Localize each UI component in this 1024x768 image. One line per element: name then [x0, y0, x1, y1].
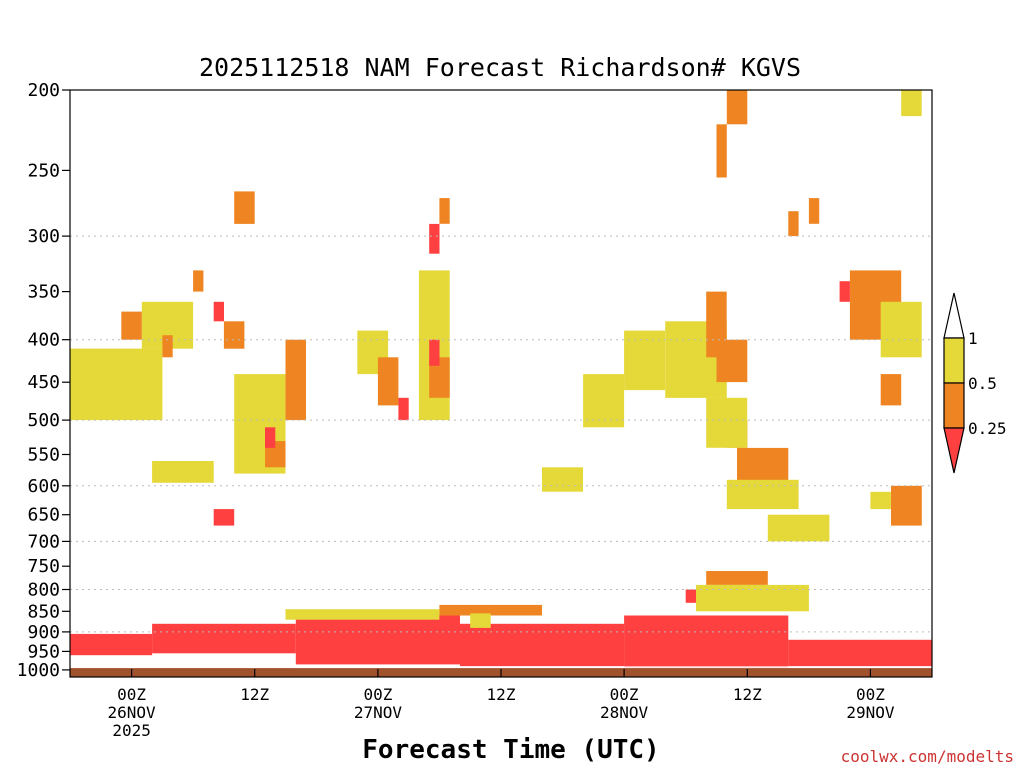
heatmap-cell-31 — [439, 198, 450, 224]
y-tick-label-200: 200 — [27, 80, 60, 101]
y-axis: 200 250 300 350 400 450 500 550 600 650 700 750 8008… — [17, 80, 70, 681]
y-tick-label-250: 250 — [27, 160, 60, 181]
heatmap-cell-44 — [726, 90, 748, 125]
heatmap-cell-22 — [223, 321, 245, 349]
legend-label-0: 1 — [968, 329, 978, 348]
heatmap-cell-7 — [439, 604, 542, 616]
heatmap-cell-50 — [891, 485, 922, 526]
heatmap-cell-47 — [839, 281, 850, 302]
chart-title: 2025112518 NAM Forecast Richardson# KGVS — [199, 53, 801, 82]
x-tick-label-60-0: 12Z — [733, 685, 762, 704]
y-tick-label-1000: 1000 — [17, 660, 60, 681]
heatmap-cell-48 — [880, 301, 922, 358]
heatmap-cell-36 — [542, 467, 583, 492]
heatmap-cell-1 — [152, 623, 296, 654]
heatmap-cell-34 — [624, 330, 666, 391]
heatmap-cell-55 — [470, 613, 491, 628]
x-tick-label-24-0: 00Z — [363, 685, 392, 704]
x-tick-label-12-0: 12Z — [240, 685, 269, 704]
x-tick-label-72-1: 29NOV — [846, 703, 895, 722]
heatmap-cell-32 — [429, 223, 440, 254]
heatmap-cell-24 — [213, 509, 235, 526]
y-tick-label-750: 750 — [27, 556, 60, 577]
heatmap-cell-0 — [70, 633, 153, 656]
heatmap-cell-49 — [880, 374, 902, 406]
heatmap-cell-5 — [788, 639, 932, 667]
x-tick-label-0-2: 2025 — [112, 721, 151, 740]
color-legend: 1 0.5 0.25 — [943, 292, 1007, 474]
x-tick-label-24-1: 27NOV — [354, 703, 403, 722]
y-tick-label-350: 350 — [27, 282, 60, 303]
legend-swatch-orange — [943, 382, 965, 429]
heatmap-cell-14 — [162, 335, 173, 358]
y-tick-label-600: 600 — [27, 476, 60, 497]
heatmap-cell-30 — [429, 339, 440, 366]
y-tick-label-400: 400 — [27, 330, 60, 351]
heatmap-cell-27 — [398, 397, 409, 421]
y-tick-label-300: 300 — [27, 226, 60, 247]
y-tick-label-850: 850 — [27, 601, 60, 622]
heatmap-cell-23 — [213, 301, 224, 322]
heatmap-cell-6 — [285, 609, 440, 620]
x-axis-label: Forecast Time (UTC) — [362, 735, 659, 765]
legend-swatch-yellow — [943, 337, 965, 384]
heatmap-cell-41 — [726, 479, 799, 510]
x-tick-label-72-0: 00Z — [856, 685, 885, 704]
heatmap-cell-51 — [870, 491, 891, 510]
heatmap-cell-52 — [901, 90, 922, 117]
y-tick-label-650: 650 — [27, 505, 60, 526]
x-tick-label-0-0: 00Z — [117, 685, 146, 704]
heatmap-cell-19 — [265, 427, 276, 448]
heatmap-cell-21 — [234, 191, 255, 224]
heatmap-cell-53 — [808, 198, 820, 224]
legend-label-1: 0.5 — [968, 374, 997, 393]
legend-arrow-bottom — [943, 427, 965, 474]
heatmap-cell-26 — [377, 357, 399, 406]
heatmap-cells — [70, 90, 932, 668]
legend-arrow-top — [943, 292, 965, 339]
heatmap-cell-4 — [624, 615, 789, 668]
y-tick-label-450: 450 — [27, 372, 60, 393]
heatmap-cell-15 — [152, 461, 214, 483]
heatmap-cell-11 — [70, 348, 163, 421]
legend-label-2: 0.25 — [968, 419, 1007, 438]
heatmap-cell-43 — [716, 124, 727, 178]
x-tick-label-48-0: 00Z — [610, 685, 639, 704]
heatmap-cell-16 — [193, 270, 204, 292]
heatmap-cell-9 — [706, 571, 768, 585]
heatmap-cell-45 — [767, 514, 830, 542]
heatmap-cell-3 — [460, 623, 625, 667]
heatmap-cell-42 — [706, 397, 748, 448]
heatmap-cell-33 — [583, 374, 625, 428]
y-tick-label-950: 950 — [27, 641, 60, 662]
y-tick-label-900: 900 — [27, 622, 60, 643]
plot-background — [70, 90, 932, 677]
y-tick-label-700: 700 — [27, 531, 60, 552]
y-tick-label-800: 800 — [27, 580, 60, 601]
credit-text: coolwx.com/modelts — [841, 747, 1014, 766]
heatmap-cell-2 — [295, 615, 460, 665]
x-tick-label-36-0: 12Z — [487, 685, 516, 704]
heatmap-cell-20 — [285, 339, 306, 421]
heatmap-cell-13 — [121, 311, 142, 340]
heatmap-cell-10 — [696, 584, 809, 612]
heatmap-cell-54 — [788, 211, 799, 237]
heatmap-cell-38 — [716, 339, 748, 383]
x-tick-label-0-1: 26NOV — [108, 703, 157, 722]
y-tick-label-550: 550 — [27, 445, 60, 466]
x-tick-label-48-1: 28NOV — [600, 703, 649, 722]
y-tick-label-500: 500 — [27, 410, 60, 431]
heatmap-cell-29 — [429, 357, 450, 398]
